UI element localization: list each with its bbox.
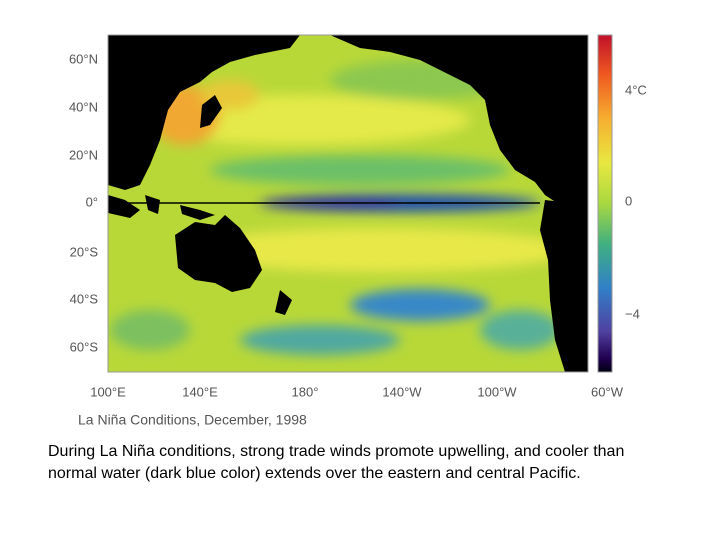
map-figure: 60°N 40°N 20°N 0° 20°S 40°S 60°S 100°E 1… [69, 34, 647, 428]
lon-label: 100°E [90, 384, 126, 399]
map-caption: La Niña Conditions, December, 1998 [78, 412, 307, 428]
colorbar [597, 34, 613, 373]
map-frame [107, 34, 589, 373]
lat-label: 60°S [70, 339, 99, 354]
lon-label: 100°W [477, 384, 517, 399]
lat-label: 20°S [70, 244, 99, 259]
colorbar-label: −4 [625, 306, 640, 321]
lon-label: 180° [292, 384, 319, 399]
lon-label: 140°E [182, 384, 218, 399]
sst-map [108, 35, 588, 372]
colorbar-label: 0 [625, 193, 632, 208]
lat-label: 0° [86, 194, 98, 209]
colorbar-label: 4°C [625, 82, 647, 97]
lon-label: 140°W [382, 384, 422, 399]
lat-label: 20°N [69, 147, 98, 162]
lat-label: 60°N [69, 51, 98, 66]
lat-label: 40°S [70, 291, 99, 306]
lat-label: 40°N [69, 99, 98, 114]
lon-label: 60°W [591, 384, 624, 399]
slide-text: During La Niña conditions, strong trade … [48, 443, 625, 482]
